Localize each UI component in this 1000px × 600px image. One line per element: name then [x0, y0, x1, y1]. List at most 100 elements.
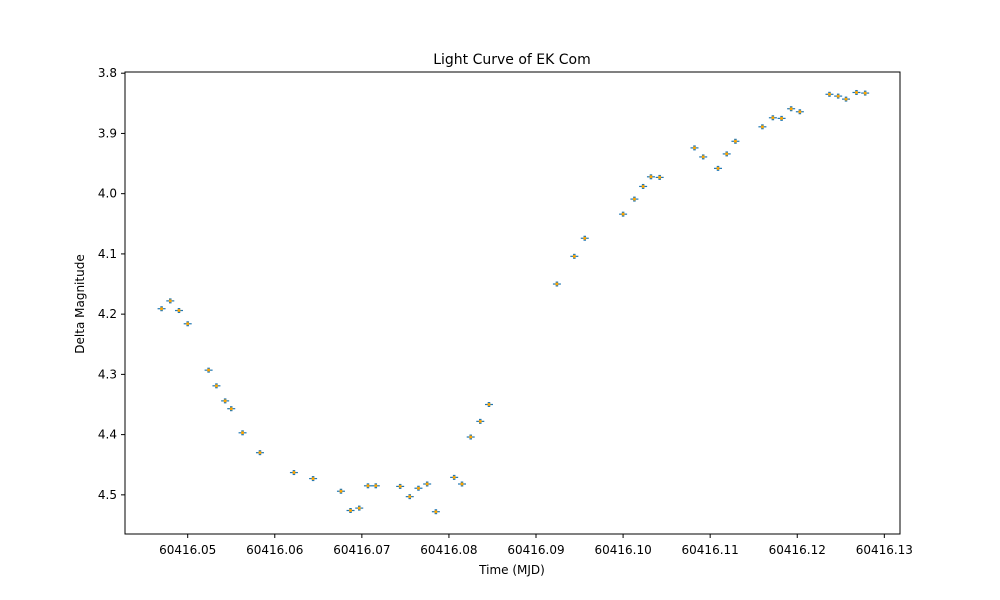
- point-marker: [487, 402, 491, 406]
- data-point: [630, 196, 639, 202]
- data-point: [227, 406, 236, 412]
- point-marker: [780, 116, 784, 120]
- point-marker: [641, 184, 645, 188]
- data-point: [861, 90, 870, 96]
- data-point: [714, 165, 723, 171]
- x-tick-label: 60416.05: [159, 543, 216, 557]
- point-marker: [649, 175, 653, 179]
- point-marker: [168, 299, 172, 303]
- data-point: [371, 483, 380, 489]
- point-marker: [425, 482, 429, 486]
- point-marker: [733, 139, 737, 143]
- point-marker: [452, 475, 456, 479]
- data-point: [212, 383, 221, 389]
- point-marker: [416, 486, 420, 490]
- data-point: [431, 509, 440, 515]
- x-tick-label: 60416.09: [507, 543, 564, 557]
- data-point: [204, 367, 213, 373]
- x-axis-label: Time (MJD): [478, 563, 545, 577]
- point-marker: [583, 236, 587, 240]
- point-marker: [632, 197, 636, 201]
- point-marker: [160, 307, 164, 311]
- point-marker: [555, 282, 559, 286]
- point-marker: [258, 451, 262, 455]
- data-point: [466, 434, 475, 440]
- data-point: [457, 481, 466, 487]
- data-point: [309, 476, 318, 482]
- x-tick-label: 60416.10: [594, 543, 651, 557]
- y-tick-label: 4.1: [98, 247, 117, 261]
- x-tick-label: 60416.11: [682, 543, 739, 557]
- point-marker: [621, 212, 625, 216]
- point-marker: [460, 482, 464, 486]
- data-point: [157, 306, 166, 312]
- y-tick-label: 4.4: [98, 428, 117, 442]
- data-point: [238, 430, 247, 436]
- x-tick-label: 60416.12: [769, 543, 826, 557]
- point-marker: [241, 431, 245, 435]
- axes: 60416.05 60416.06 60416.07 60416.08 60416.09…: [98, 66, 913, 557]
- data-point: [552, 281, 561, 287]
- y-tick-label: 4.0: [98, 187, 117, 201]
- point-marker: [398, 484, 402, 488]
- point-marker: [827, 92, 831, 96]
- point-marker: [311, 477, 315, 481]
- data-point: [476, 418, 485, 424]
- point-marker: [771, 116, 775, 120]
- data-point: [639, 183, 648, 189]
- point-marker: [572, 254, 576, 258]
- data-point: [355, 505, 364, 511]
- y-tick-label: 3.8: [98, 66, 117, 80]
- data-point: [405, 494, 414, 500]
- data-point: [731, 138, 740, 144]
- point-marker: [760, 125, 764, 129]
- data-point: [758, 124, 767, 130]
- x-tick-label: 60416.13: [856, 543, 913, 557]
- data-point: [777, 115, 786, 121]
- data-point: [346, 508, 355, 514]
- point-marker: [349, 509, 353, 513]
- y-tick-label: 4.3: [98, 367, 117, 381]
- point-marker: [229, 407, 233, 411]
- data-point: [423, 481, 432, 487]
- chart-title: Light Curve of EK Com: [433, 52, 591, 68]
- point-marker: [701, 155, 705, 159]
- point-marker: [725, 152, 729, 156]
- x-tick-label: 60416.07: [333, 543, 390, 557]
- point-marker: [863, 91, 867, 95]
- point-marker: [186, 322, 190, 326]
- data-point: [690, 145, 699, 151]
- point-marker: [836, 94, 840, 98]
- point-marker: [789, 107, 793, 111]
- data-point: [619, 211, 628, 217]
- data-point: [363, 483, 372, 489]
- data-point: [336, 488, 345, 494]
- y-tick-label: 4.5: [98, 488, 117, 502]
- data-point: [484, 401, 493, 407]
- point-marker: [207, 368, 211, 372]
- data-point: [646, 174, 655, 180]
- data-point: [722, 151, 731, 157]
- point-marker: [692, 146, 696, 150]
- x-tick-label: 60416.06: [246, 543, 303, 557]
- y-axis-label: Delta Magnitude: [73, 254, 87, 353]
- point-marker: [177, 309, 181, 313]
- point-marker: [366, 484, 370, 488]
- data-point: [450, 474, 459, 480]
- point-marker: [374, 484, 378, 488]
- point-marker: [469, 435, 473, 439]
- point-marker: [844, 97, 848, 101]
- data-point: [289, 470, 298, 476]
- y-tick-label: 4.2: [98, 307, 117, 321]
- point-marker: [339, 489, 343, 493]
- data-point: [834, 93, 843, 99]
- data-point: [396, 483, 405, 489]
- point-marker: [798, 110, 802, 114]
- point-marker: [658, 175, 662, 179]
- point-marker: [408, 495, 412, 499]
- y-tick-label: 3.9: [98, 126, 117, 140]
- point-marker: [292, 471, 296, 475]
- point-marker: [357, 506, 361, 510]
- data-point: [699, 154, 708, 160]
- point-marker: [434, 510, 438, 514]
